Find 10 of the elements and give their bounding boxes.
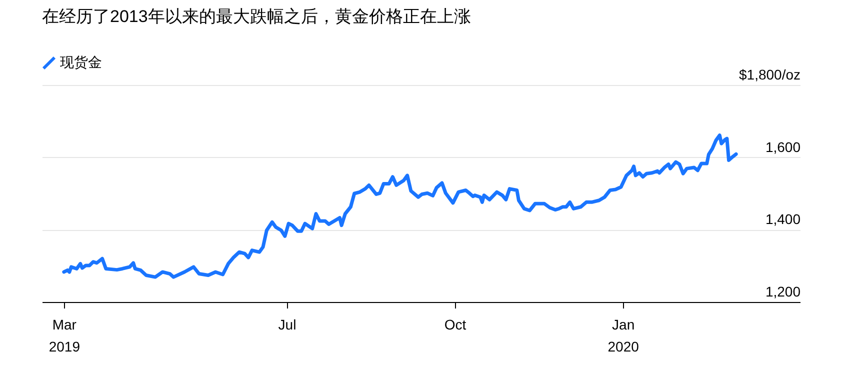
x-tick-label: Mar 2019 (48, 316, 80, 354)
legend-label: 现货金 (60, 54, 102, 70)
chart-title: 在经历了2013年以来的最大跌幅之后，黄金价格正在上涨 (42, 7, 471, 26)
x-tick-label: Jan 2020 (608, 316, 640, 354)
y-tick-label: $1,800/oz (739, 66, 800, 82)
y-tick-label: 1,400 (765, 211, 801, 228)
x-tick-label: Jul (278, 316, 296, 332)
x-tick-label: Oct (444, 316, 466, 332)
y-tick-label: 1,600 (765, 138, 801, 155)
y-tick-label: 1,200 (765, 284, 801, 300)
